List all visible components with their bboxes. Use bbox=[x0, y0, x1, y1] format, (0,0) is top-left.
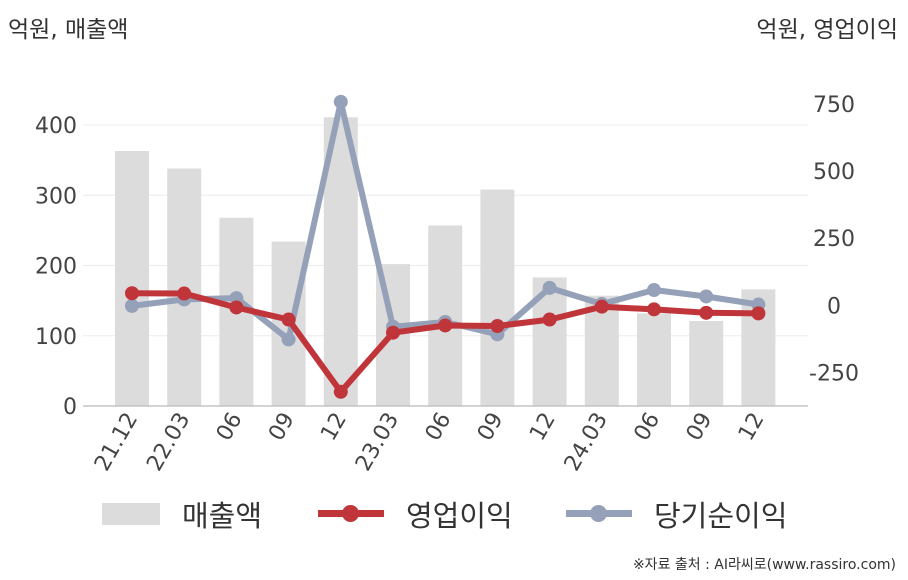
x-tick-label: 12 bbox=[316, 409, 352, 446]
x-tick-label: 12 bbox=[734, 409, 770, 446]
net-income-point bbox=[125, 298, 139, 313]
left-axis-unit: 억원, 매출액 bbox=[8, 17, 129, 43]
revenue-bar bbox=[637, 313, 671, 406]
left-tick-label: 200 bbox=[35, 255, 77, 280]
x-tick-label: 06 bbox=[212, 409, 248, 446]
net-income-point bbox=[647, 283, 661, 298]
operating-profit-point bbox=[177, 286, 192, 301]
right-axis-unit: 억원, 영업이익 bbox=[756, 17, 898, 43]
operating-profit-point bbox=[125, 286, 139, 301]
net-income-point bbox=[281, 332, 296, 347]
left-tick-label: 100 bbox=[35, 325, 77, 350]
net-income-point bbox=[699, 289, 714, 304]
operating-profit-point bbox=[490, 319, 505, 334]
right-tick-label: 250 bbox=[813, 227, 855, 252]
revenue-bar bbox=[480, 189, 515, 406]
operating-profit-point bbox=[542, 312, 557, 327]
legend-net-income-label: 당기순이익 bbox=[654, 499, 788, 533]
right-tick-label: 0 bbox=[827, 294, 841, 319]
x-tick-label: 09 bbox=[264, 409, 300, 446]
operating-profit-point bbox=[647, 302, 661, 317]
net-income-point bbox=[333, 94, 348, 109]
operating-profit-point bbox=[333, 384, 348, 399]
x-tick-label: 22.03 bbox=[142, 409, 195, 476]
x-tick-label: 09 bbox=[473, 409, 509, 446]
operating-profit-point bbox=[386, 325, 400, 340]
source-note: ※자료 출처 : AI라씨로(www.rassiro.com) bbox=[632, 557, 896, 573]
x-tick-label: 06 bbox=[630, 409, 666, 446]
operating-profit-point bbox=[438, 318, 453, 333]
operating-profit-point bbox=[594, 299, 609, 314]
revenue-bar bbox=[689, 320, 724, 406]
legend-revenue-swatch bbox=[102, 503, 160, 525]
operating-profit-point bbox=[229, 300, 244, 315]
operating-profit-point bbox=[699, 305, 714, 320]
left-tick-label: 0 bbox=[63, 395, 77, 420]
legend: 당기순이익 bbox=[566, 492, 787, 536]
legend: 영업이익 bbox=[318, 492, 513, 536]
left-tick-label: 300 bbox=[35, 184, 77, 209]
x-tick-label: 21.12 bbox=[90, 409, 143, 476]
right-tick-label: 500 bbox=[813, 160, 855, 185]
revenue-bar bbox=[115, 150, 149, 406]
operating-profit-point bbox=[281, 312, 296, 327]
x-tick-label: 23.03 bbox=[351, 409, 404, 476]
legend: 매출액 bbox=[102, 492, 262, 536]
right-tick-label: -250 bbox=[809, 361, 859, 386]
revenue-bar bbox=[584, 295, 619, 406]
left-tick-label: 400 bbox=[35, 114, 77, 139]
legend-revenue-label: 매출액 bbox=[182, 499, 263, 533]
x-tick-label: 06 bbox=[421, 409, 457, 446]
legend-operating-profit-label: 영업이익 bbox=[406, 499, 513, 533]
x-tick-label: 24.03 bbox=[560, 409, 613, 476]
operating-profit-point bbox=[751, 306, 766, 321]
x-tick-label: 12 bbox=[525, 409, 561, 446]
legend-net-income-swatch bbox=[566, 503, 632, 525]
chart-plot: 0 100 200 300 400 -250 0 250 500 750 21.12 22.03 06 0… bbox=[35, 93, 859, 476]
net-income-point bbox=[542, 280, 557, 295]
x-tick-label: 09 bbox=[682, 409, 718, 446]
right-tick-label: 750 bbox=[813, 93, 855, 118]
legend-operating-profit-swatch bbox=[318, 503, 384, 525]
